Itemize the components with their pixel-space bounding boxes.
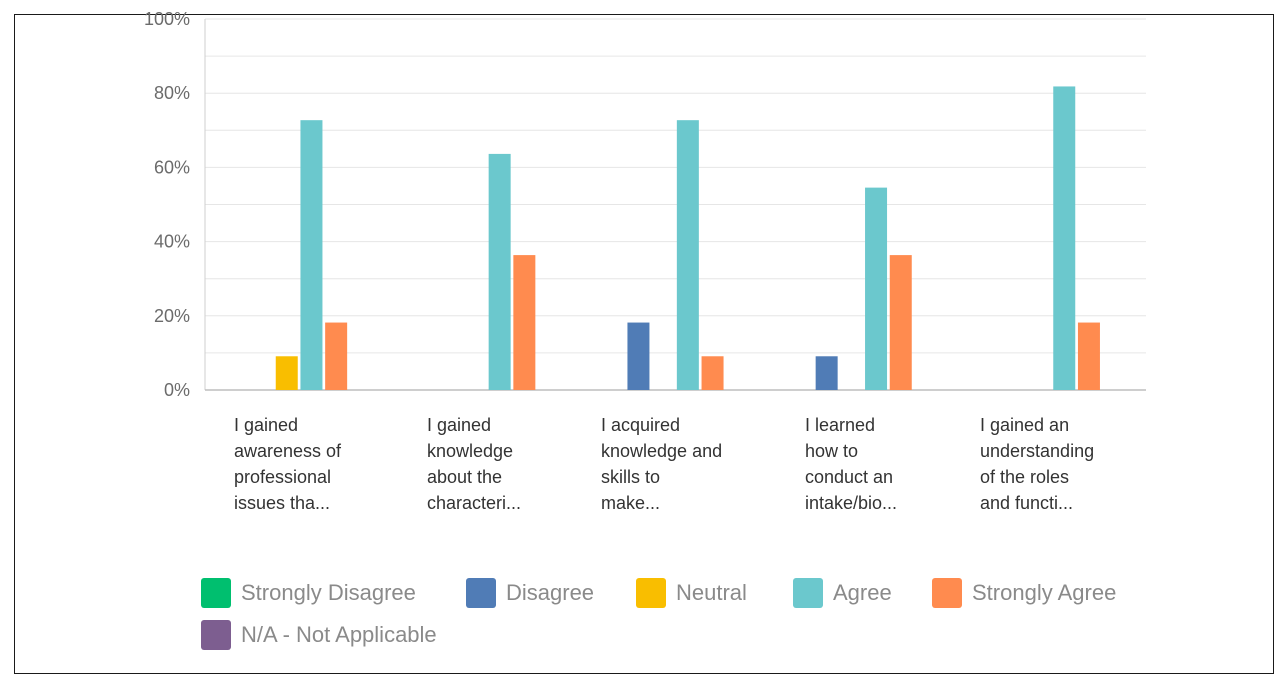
x-tick-label: I gained knowledge about the characteri... [427,415,521,513]
legend-swatch [932,578,962,608]
bar-disagree-4[interactable] [815,356,838,390]
bar-agree-2[interactable] [488,153,511,390]
legend-swatch [793,578,823,608]
legend-label: Neutral [676,580,747,605]
bar-strongly-agree-1[interactable] [325,322,348,390]
bar-strongly-agree-3[interactable] [701,356,724,390]
bars [275,86,1100,391]
bar-agree-1[interactable] [300,120,323,391]
legend-item-strongly-disagree[interactable]: Strongly Disagree [201,578,416,608]
bar-neutral-1[interactable] [275,356,298,390]
x-tick-label: I gained an understanding of the roles and … [980,415,1094,513]
legend-label: N/A - Not Applicable [241,622,437,647]
bar-strongly-agree-2[interactable] [513,255,536,390]
legend-swatch [466,578,496,608]
x-tick-label: I acquired knowledge and skills to make... [601,415,722,513]
legend-item-n-a-not-applicable[interactable]: N/A - Not Applicable [201,620,437,650]
y-tick-label: 60% [154,157,190,177]
bar-agree-5[interactable] [1053,86,1076,390]
y-tick-label: 20% [154,306,190,326]
legend-label: Strongly Agree [972,580,1117,605]
y-tick-label: 80% [154,83,190,103]
legend-label: Strongly Disagree [241,580,416,605]
legend-label: Agree [833,580,892,605]
x-axis-labels: I gained awareness of professional issues t… [234,415,1094,513]
y-tick-label: 0% [164,380,190,400]
legend-item-agree[interactable]: Agree [793,578,892,608]
x-tick-label: I learned how to conduct an intake/bio... [805,415,897,513]
bar-agree-4[interactable] [865,187,888,390]
legend-swatch [636,578,666,608]
bar-strongly-agree-4[interactable] [889,255,912,390]
y-axis-ticks: 0% 20% 40% 60% 80% 100% [144,9,190,400]
legend-swatch [201,620,231,650]
legend-item-strongly-agree[interactable]: Strongly Agree [932,578,1116,608]
bar-strongly-agree-5[interactable] [1077,322,1100,390]
grid-lines [204,18,1146,391]
bar-disagree-3[interactable] [627,322,650,390]
legend-item-neutral[interactable]: Neutral [636,578,747,608]
x-tick-label: I gained awareness of professional issues t… [234,415,342,513]
legend-swatch [201,578,231,608]
bar-agree-3[interactable] [676,120,699,391]
legend-item-disagree[interactable]: Disagree [466,578,594,608]
legend-label: Disagree [506,580,595,605]
y-tick-label: 40% [154,232,190,252]
y-tick-label: 100% [144,9,190,29]
